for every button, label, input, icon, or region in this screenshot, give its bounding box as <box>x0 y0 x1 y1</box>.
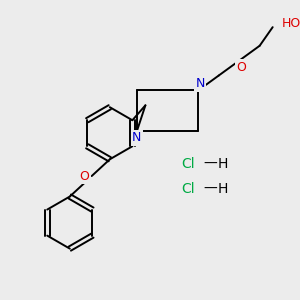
Text: N: N <box>132 131 142 144</box>
Text: H: H <box>218 182 228 196</box>
Text: HO: HO <box>282 17 300 30</box>
Text: O: O <box>236 61 246 74</box>
Text: —: — <box>203 157 217 171</box>
Text: H: H <box>218 157 228 171</box>
Text: —: — <box>203 182 217 196</box>
Text: Cl: Cl <box>182 182 195 196</box>
Text: O: O <box>79 169 89 183</box>
Text: Cl: Cl <box>182 157 195 171</box>
Text: N: N <box>195 77 205 90</box>
